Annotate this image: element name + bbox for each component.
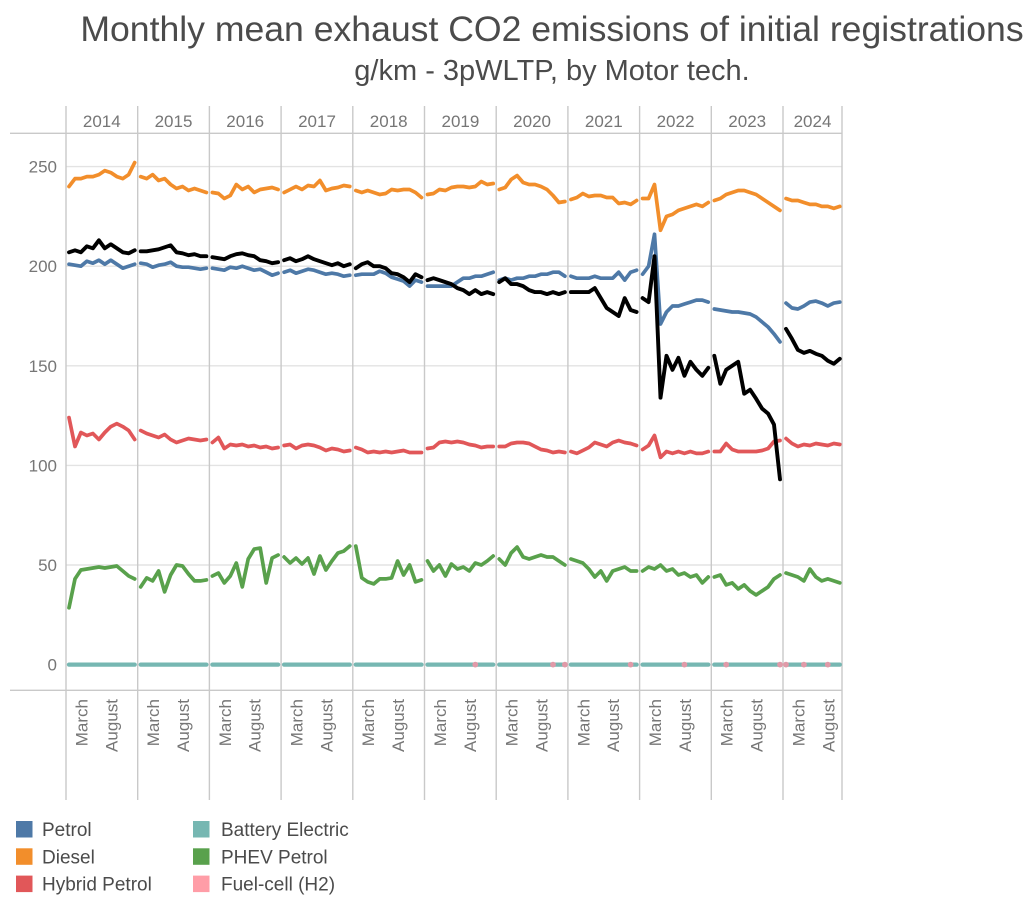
svg-text:Fuel-cell (H2): Fuel-cell (H2) <box>221 875 335 896</box>
svg-text:2024: 2024 <box>794 112 832 131</box>
svg-text:Diesel: Diesel <box>42 847 95 868</box>
svg-text:g/km - 3pWLTP, by Motor tech.: g/km - 3pWLTP, by Motor tech. <box>354 55 749 87</box>
svg-text:March: March <box>574 699 593 746</box>
svg-text:2021: 2021 <box>585 112 623 131</box>
svg-text:March: March <box>144 699 163 746</box>
svg-text:August: August <box>748 699 767 752</box>
svg-text:250: 250 <box>29 158 57 177</box>
svg-text:Petrol: Petrol <box>42 820 92 841</box>
svg-text:200: 200 <box>29 257 57 276</box>
svg-text:2019: 2019 <box>441 112 479 131</box>
svg-text:0: 0 <box>48 656 57 675</box>
svg-text:2023: 2023 <box>728 112 766 131</box>
svg-text:August: August <box>246 699 265 752</box>
svg-text:March: March <box>789 699 808 746</box>
svg-text:August: August <box>819 699 838 752</box>
svg-text:August: August <box>676 699 695 752</box>
svg-text:50: 50 <box>38 556 57 575</box>
svg-text:August: August <box>317 699 336 752</box>
svg-text:August: August <box>174 699 193 752</box>
svg-text:August: August <box>604 699 623 752</box>
svg-text:Hybrid Petrol: Hybrid Petrol <box>42 875 152 896</box>
svg-text:August: August <box>533 699 552 752</box>
svg-text:2022: 2022 <box>657 112 695 131</box>
svg-text:2018: 2018 <box>370 112 408 131</box>
svg-text:March: March <box>431 699 450 746</box>
svg-text:March: March <box>359 699 378 746</box>
svg-text:August: August <box>461 699 480 752</box>
svg-text:150: 150 <box>29 357 57 376</box>
svg-text:Battery Electric: Battery Electric <box>221 820 349 841</box>
svg-text:2020: 2020 <box>513 112 551 131</box>
svg-text:August: August <box>389 699 408 752</box>
svg-text:March: March <box>503 699 522 746</box>
svg-text:March: March <box>72 699 91 746</box>
svg-text:2017: 2017 <box>298 112 336 131</box>
svg-text:PHEV Petrol: PHEV Petrol <box>221 847 328 868</box>
svg-text:2016: 2016 <box>226 112 264 131</box>
svg-text:2014: 2014 <box>83 112 121 131</box>
svg-text:100: 100 <box>29 456 57 475</box>
svg-text:March: March <box>216 699 235 746</box>
svg-text:Monthly mean exhaust CO2 emiss: Monthly mean exhaust CO2 emissions of in… <box>80 9 1023 49</box>
svg-text:2015: 2015 <box>155 112 193 131</box>
svg-text:March: March <box>646 699 665 746</box>
svg-text:March: March <box>288 699 307 746</box>
svg-text:August: August <box>102 699 121 752</box>
svg-text:March: March <box>718 699 737 746</box>
